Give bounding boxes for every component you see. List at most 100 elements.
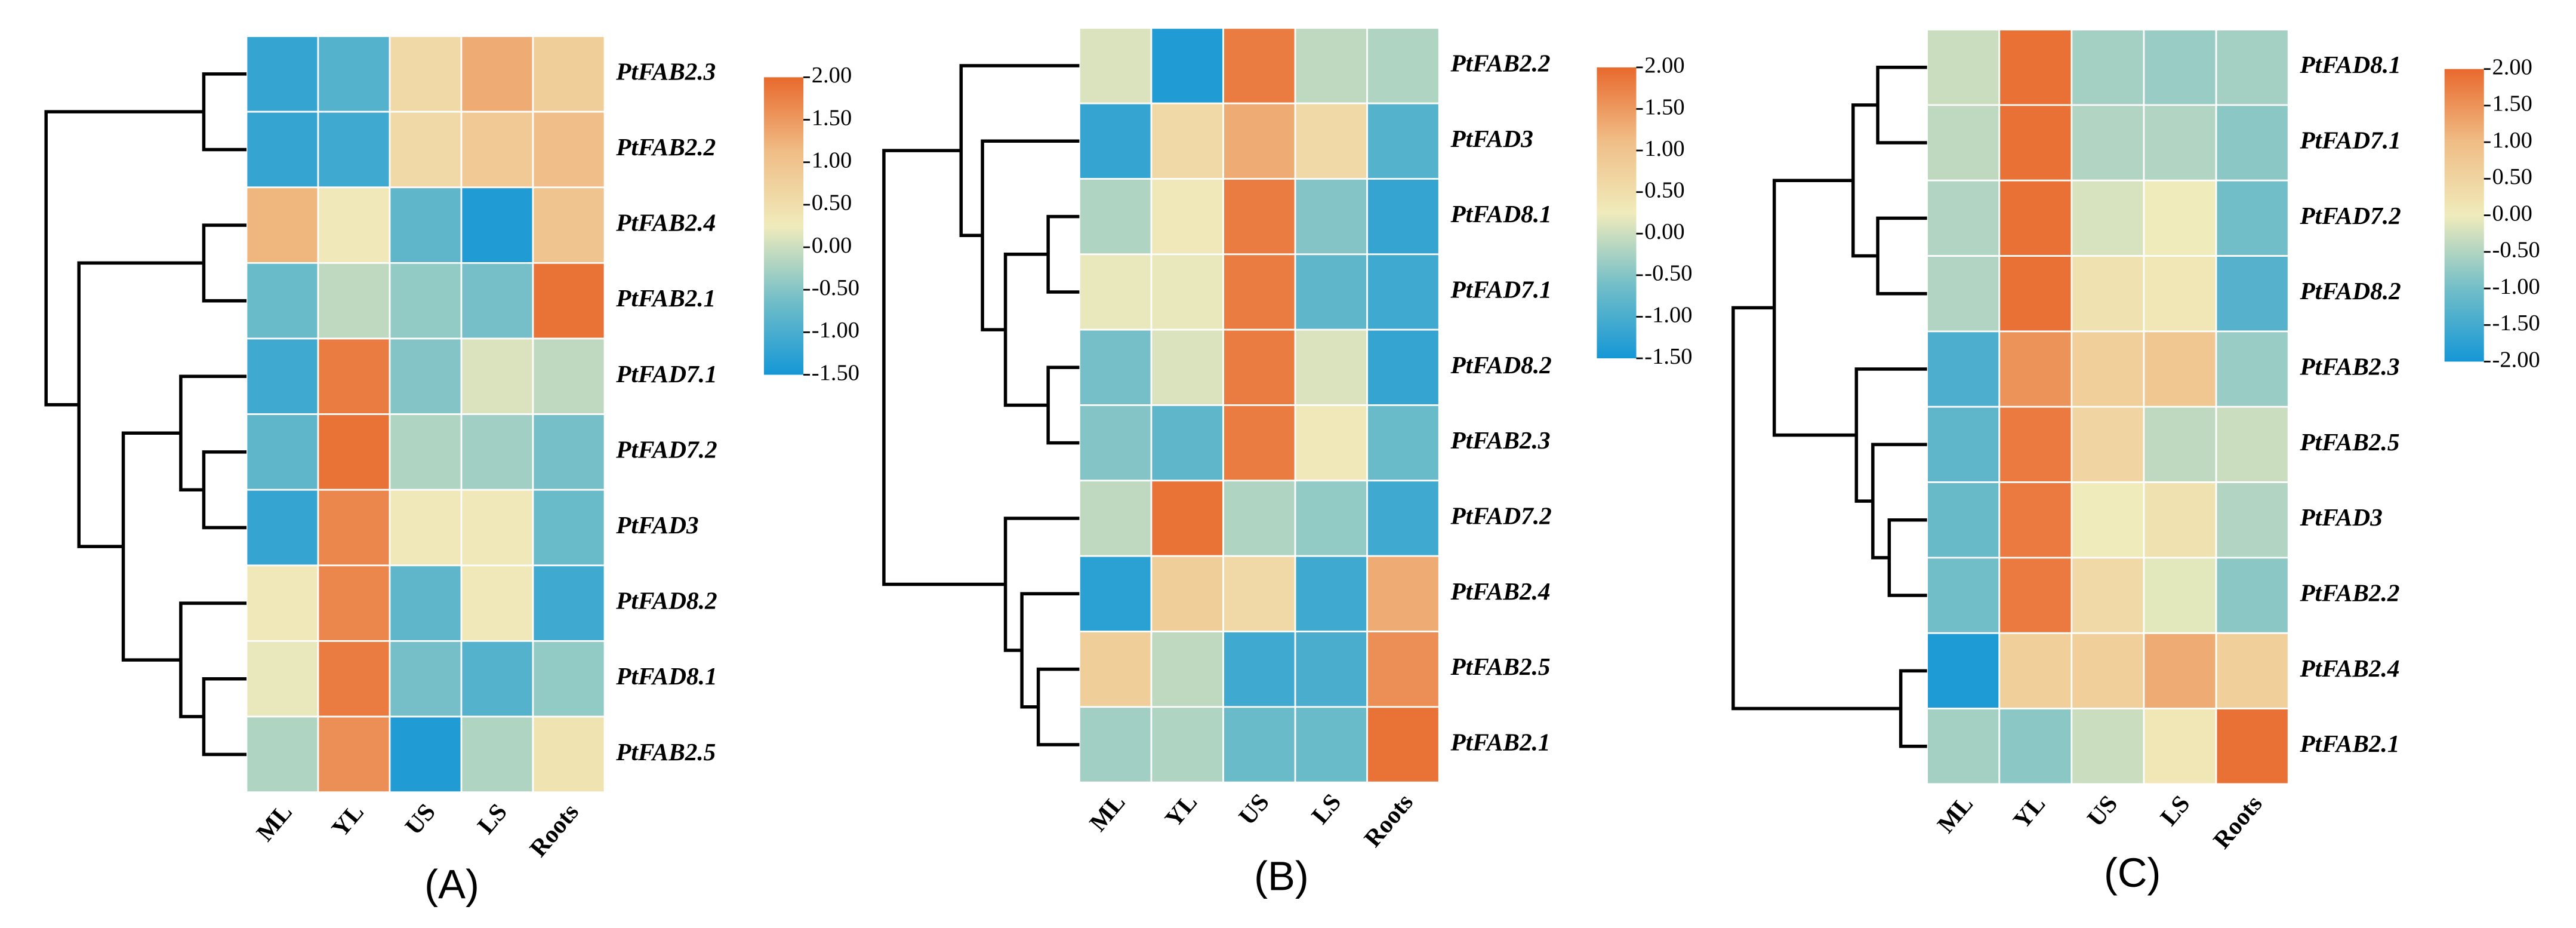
dendrogram-branch bbox=[202, 450, 246, 530]
row-label: PtFAB2.2 bbox=[2299, 579, 2399, 607]
heat-cell bbox=[1294, 102, 1369, 180]
heat-cell bbox=[2215, 29, 2290, 106]
dendrogram-branch bbox=[1003, 253, 1049, 407]
heat-cell bbox=[1294, 480, 1369, 557]
heat-cell bbox=[460, 564, 534, 642]
heat-cell bbox=[1222, 480, 1296, 557]
heat-cell bbox=[1222, 253, 1296, 331]
heat-cell bbox=[2215, 481, 2290, 559]
heat-cell bbox=[389, 488, 463, 567]
heat-cell bbox=[389, 715, 463, 794]
dendrogram-branch bbox=[882, 149, 1006, 586]
column-label: US bbox=[399, 798, 440, 840]
colorbar-tick-label: 2.00 bbox=[812, 63, 852, 88]
heat-cell bbox=[1926, 708, 2001, 785]
heat-cell bbox=[1926, 179, 2001, 257]
colorbar-tick-label: 2.00 bbox=[2492, 54, 2532, 79]
heat-cell bbox=[2215, 255, 2290, 333]
dendrogram-branch bbox=[1876, 65, 1927, 145]
dendrogram-branch bbox=[44, 110, 204, 407]
heat-cell bbox=[389, 110, 463, 189]
heat-cell bbox=[389, 35, 463, 113]
heat-cell bbox=[1150, 328, 1224, 406]
heat-cell bbox=[2143, 104, 2217, 182]
heat-cell bbox=[317, 110, 391, 189]
column-label: Roots bbox=[524, 798, 584, 862]
colorbar-tick-label: -1.00 bbox=[1644, 302, 1692, 327]
heat-cell bbox=[2143, 481, 2217, 559]
row-label: PtFAD8.2 bbox=[1450, 351, 1551, 379]
dendrogram-branch bbox=[1887, 518, 1927, 597]
row-label: PtFAB2.2 bbox=[1450, 49, 1550, 76]
heat-cell bbox=[389, 337, 463, 415]
heat-cell bbox=[1294, 328, 1369, 406]
heat-cell bbox=[1079, 328, 1153, 406]
heat-cell bbox=[1079, 27, 1153, 105]
heat-cell bbox=[245, 640, 319, 718]
heat-cell bbox=[1926, 557, 2001, 634]
colorbar-tick-label: 0.00 bbox=[1644, 219, 1684, 244]
column-label: YL bbox=[326, 798, 369, 841]
heat-cell bbox=[1079, 706, 1153, 783]
heat-cell bbox=[1150, 631, 1224, 708]
colorbar-tick-label: 1.50 bbox=[2492, 91, 2532, 116]
heat-cell bbox=[1366, 253, 1440, 331]
heat-cell bbox=[389, 564, 463, 642]
heat-cell bbox=[2143, 557, 2217, 634]
dendrogram-branch bbox=[1851, 103, 1878, 258]
panel-label: (C) bbox=[2104, 850, 2161, 896]
heat-cell bbox=[2143, 179, 2217, 257]
heat-cell bbox=[1926, 255, 2001, 333]
dendrogram-branch bbox=[1854, 367, 1927, 503]
dendrogram-branch bbox=[1899, 669, 1927, 748]
heat-cell bbox=[1926, 481, 2001, 559]
colorbar-tick-label: 0.00 bbox=[2492, 201, 2532, 226]
heat-cell bbox=[317, 262, 391, 340]
row-label: PtFAB2.3 bbox=[615, 57, 716, 85]
heat-cell bbox=[460, 35, 534, 113]
heat-cell bbox=[532, 640, 606, 718]
dendrogram-branch bbox=[1003, 517, 1080, 652]
heat-cell bbox=[460, 715, 534, 794]
heat-cell bbox=[1926, 405, 2001, 483]
heat-cell bbox=[317, 35, 391, 113]
heat-cell bbox=[2215, 557, 2290, 634]
heat-cell bbox=[1366, 480, 1440, 557]
colorbar-tick-label: 1.00 bbox=[1644, 136, 1684, 161]
heat-cell bbox=[1150, 178, 1224, 256]
heat-cell bbox=[532, 564, 606, 642]
heat-cell bbox=[1079, 480, 1153, 557]
colorbar-tick-label: -1.50 bbox=[812, 360, 859, 385]
heat-cell bbox=[1366, 178, 1440, 256]
heat-cell bbox=[317, 337, 391, 415]
heat-cell bbox=[460, 337, 534, 415]
heat-cell bbox=[245, 715, 319, 794]
dendrogram-branch bbox=[121, 431, 181, 662]
heat-cell bbox=[1366, 404, 1440, 482]
heat-cell bbox=[2215, 708, 2290, 785]
column-label: US bbox=[2081, 790, 2122, 832]
heat-cell bbox=[2070, 708, 2145, 785]
heatmap-panel: PtFAB2.2 PtFAD3 PtFAD8.1 PtFAD7.1 PtFAD8.2 Pt… bbox=[882, 27, 1693, 899]
heat-cell bbox=[1150, 253, 1224, 331]
colorbar-tick-label: 1.50 bbox=[1644, 94, 1684, 119]
heat-cell bbox=[2070, 255, 2145, 333]
row-label: PtFAD7.1 bbox=[1450, 275, 1551, 303]
heat-cell bbox=[389, 262, 463, 340]
heat-cell bbox=[1366, 27, 1440, 105]
column-label: ML bbox=[1084, 788, 1130, 836]
heat-cell bbox=[2070, 29, 2145, 106]
panel-label: (A) bbox=[424, 861, 479, 907]
dendrogram-branch bbox=[1772, 179, 1857, 437]
heat-cell bbox=[1294, 253, 1369, 331]
heat-cell bbox=[317, 186, 391, 264]
column-label: ML bbox=[1931, 790, 1978, 838]
column-label: Roots bbox=[2208, 790, 2267, 854]
row-label: PtFAB2.1 bbox=[615, 284, 716, 312]
heat-cell bbox=[1998, 104, 2073, 182]
heat-cell bbox=[1079, 555, 1153, 632]
heat-cell bbox=[1926, 632, 2001, 709]
heat-cell bbox=[245, 35, 319, 113]
column-label: LS bbox=[472, 798, 512, 838]
